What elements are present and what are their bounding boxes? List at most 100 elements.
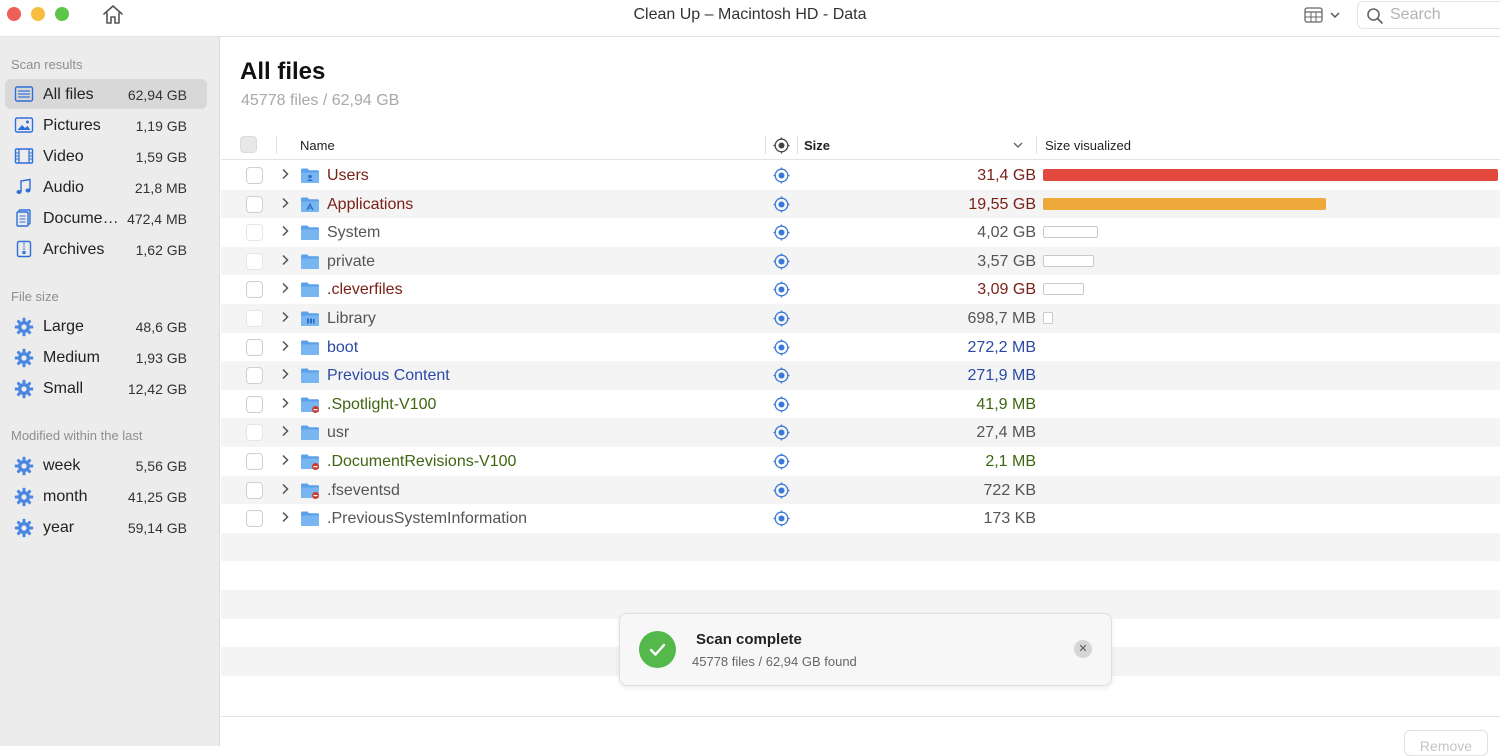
row-checkbox[interactable] [246, 195, 263, 213]
table-row[interactable]: .PreviousSystemInformation 173 KB [221, 504, 1500, 533]
row-checkbox[interactable] [246, 453, 263, 470]
sidebar-item[interactable]: Archives 1,62 GB [5, 234, 207, 264]
video-icon [14, 147, 34, 165]
chevron-right-icon[interactable] [281, 424, 289, 440]
sidebar-item-label: Docume… [43, 210, 119, 227]
close-window-button[interactable] [7, 7, 21, 21]
sidebar-item[interactable]: Medium 1,93 GB [5, 342, 207, 372]
chevron-right-icon[interactable] [281, 453, 289, 469]
reveal-in-finder-icon[interactable] [773, 224, 790, 241]
folder-icon [300, 510, 320, 527]
zoom-window-button[interactable] [55, 7, 69, 21]
row-checkbox[interactable] [246, 310, 263, 327]
table-row[interactable]: System 4,02 GB [221, 218, 1500, 247]
chevron-right-icon[interactable] [281, 196, 289, 212]
chevron-right-icon[interactable] [281, 281, 289, 297]
row-checkbox[interactable] [246, 395, 263, 413]
table-row[interactable]: Library 698,7 MB [221, 304, 1500, 333]
reveal-in-finder-icon[interactable] [773, 310, 790, 327]
table-row[interactable]: usr 27,4 MB [221, 418, 1500, 447]
select-all-checkbox[interactable] [240, 136, 257, 153]
reveal-target-icon[interactable] [773, 137, 790, 154]
table-row[interactable]: private 3,57 GB [221, 246, 1500, 276]
sidebar-item-size: 41,25 GB [127, 489, 187, 505]
chevron-right-icon[interactable] [281, 253, 289, 269]
sidebar-item[interactable]: Pictures 1,19 GB [5, 110, 207, 140]
gear-icon [14, 379, 34, 399]
home-icon[interactable] [100, 3, 126, 27]
file-size: 4,02 GB [977, 224, 1036, 242]
archives-icon [14, 240, 34, 258]
sidebar-item[interactable]: All files 62,94 GB [5, 79, 207, 109]
row-checkbox[interactable] [246, 252, 263, 270]
search-field[interactable] [1357, 1, 1500, 29]
chevron-right-icon[interactable] [281, 310, 289, 326]
row-checkbox[interactable] [246, 510, 263, 528]
sidebar-item[interactable]: Large 48,6 GB [5, 311, 207, 341]
close-icon[interactable]: ✕ [1074, 640, 1092, 658]
reveal-in-finder-icon[interactable] [773, 482, 790, 499]
chevron-right-icon[interactable] [281, 396, 289, 412]
reveal-in-finder-icon[interactable] [773, 424, 790, 441]
reveal-in-finder-icon[interactable] [773, 253, 790, 270]
reveal-in-finder-icon[interactable] [773, 167, 790, 184]
column-separator [1036, 136, 1037, 154]
reveal-in-finder-icon[interactable] [773, 367, 790, 384]
all-files-icon [14, 85, 34, 103]
chevron-right-icon[interactable] [281, 224, 289, 240]
reveal-in-finder-icon[interactable] [773, 339, 790, 356]
reveal-in-finder-icon[interactable] [773, 510, 790, 527]
sidebar-item[interactable]: year 59,14 GB [5, 512, 207, 542]
minimize-window-button[interactable] [31, 7, 45, 21]
row-checkbox[interactable] [246, 224, 263, 242]
reveal-in-finder-icon[interactable] [773, 453, 790, 470]
chevron-right-icon[interactable] [281, 167, 289, 183]
sidebar-item[interactable]: Video 1,59 GB [5, 141, 207, 171]
table-row[interactable]: .cleverfiles 3,09 GB [221, 275, 1500, 304]
view-options-button[interactable] [1302, 5, 1344, 25]
sort-descending-icon[interactable] [1013, 141, 1023, 149]
table-row[interactable]: .Spotlight-V100 41,9 MB [221, 390, 1500, 419]
row-checkbox[interactable] [246, 424, 263, 442]
page-title: All files [240, 58, 326, 85]
scan-complete-toast: Scan complete 45778 files / 62,94 GB fou… [619, 613, 1112, 686]
sidebar-item[interactable]: Docume… 472,4 MB [5, 203, 207, 233]
main-content: All files 45778 files / 62,94 GB Name Si… [221, 37, 1500, 756]
sidebar-item-size: 12,42 GB [127, 381, 187, 397]
chevron-right-icon[interactable] [281, 339, 289, 355]
reveal-in-finder-icon[interactable] [773, 196, 790, 213]
row-checkbox[interactable] [246, 167, 263, 184]
column-header-size-visualized[interactable]: Size visualized [1045, 138, 1131, 153]
sidebar-item[interactable]: Small 12,42 GB [5, 373, 207, 403]
sidebar-item-size: 1,93 GB [135, 350, 187, 366]
table-row[interactable]: .fseventsd 722 KB [221, 475, 1500, 505]
toast-title: Scan complete [696, 631, 802, 648]
sidebar-section-title: Modified within the last [11, 428, 143, 443]
column-header-name[interactable]: Name [300, 138, 335, 153]
row-checkbox[interactable] [246, 281, 263, 299]
sidebar-item-size: 1,59 GB [135, 149, 187, 165]
row-checkbox[interactable] [246, 481, 263, 499]
sidebar-item[interactable]: week 5,56 GB [5, 450, 207, 480]
chevron-right-icon[interactable] [281, 510, 289, 526]
chevron-right-icon[interactable] [281, 367, 289, 383]
row-checkbox[interactable] [246, 338, 263, 356]
chevron-right-icon[interactable] [281, 482, 289, 498]
column-header-size[interactable]: Size [804, 138, 831, 153]
sidebar-item[interactable]: month 41,25 GB [5, 481, 207, 511]
table-row[interactable]: Applications 19,55 GB [221, 189, 1500, 219]
remove-button[interactable]: Remove [1404, 730, 1488, 756]
table-row[interactable]: Users 31,4 GB [221, 161, 1500, 190]
search-input[interactable] [1390, 6, 1495, 24]
title-bar: Clean Up – Macintosh HD - Data [0, 0, 1500, 37]
file-name: Previous Content [327, 367, 450, 385]
reveal-in-finder-icon[interactable] [773, 281, 790, 298]
table-row[interactable]: .DocumentRevisions-V100 2,1 MB [221, 447, 1500, 476]
folder-icon [300, 482, 320, 499]
file-size: 27,4 MB [976, 424, 1036, 442]
sidebar-item[interactable]: Audio 21,8 MB [5, 172, 207, 202]
table-row[interactable]: boot 272,2 MB [221, 333, 1500, 362]
row-checkbox[interactable] [246, 367, 263, 385]
reveal-in-finder-icon[interactable] [773, 396, 790, 413]
table-row[interactable]: Previous Content 271,9 MB [221, 361, 1500, 390]
